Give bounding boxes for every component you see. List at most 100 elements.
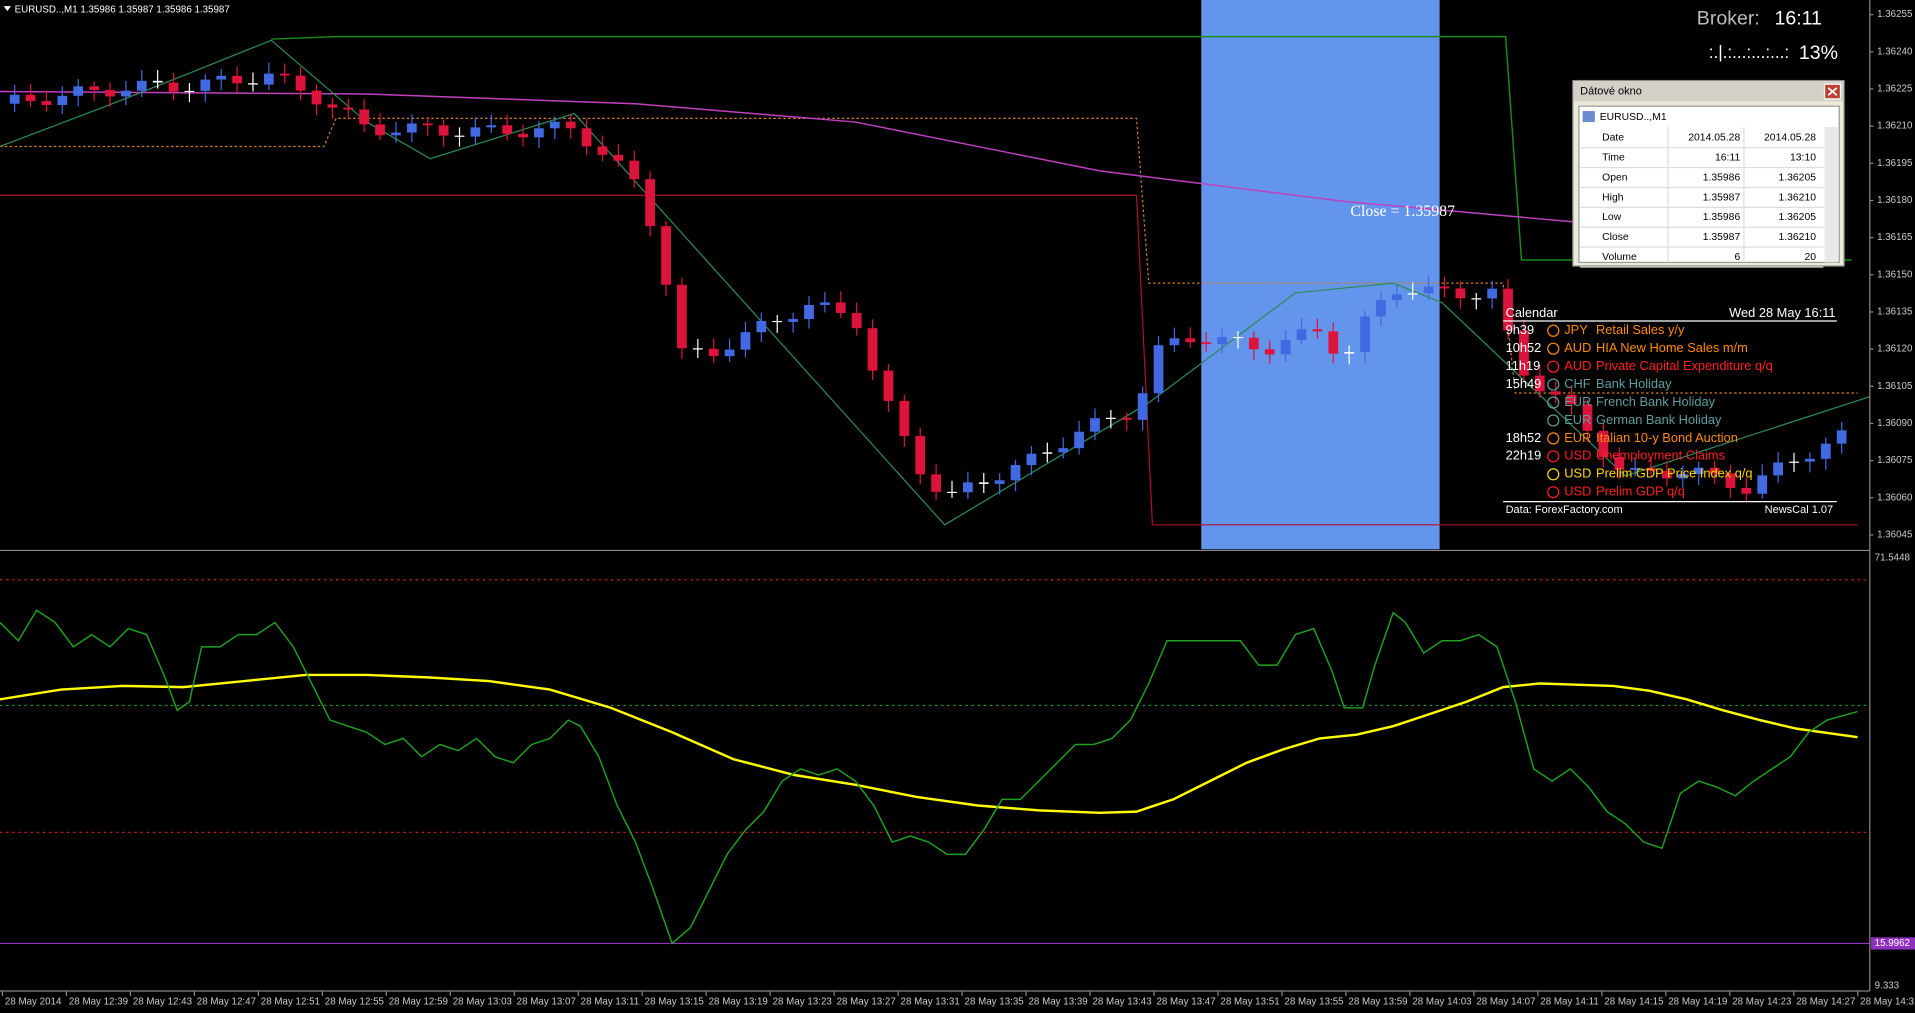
time-tick-label: 28 May 12:43 xyxy=(133,997,192,1008)
candle-body xyxy=(73,86,84,96)
event-icon xyxy=(1547,486,1560,499)
event-title: Bank Holiday xyxy=(1596,376,1672,391)
candle-body xyxy=(947,491,957,494)
time-tick-label: 28 May 12:59 xyxy=(389,997,448,1008)
candle-body xyxy=(1630,467,1641,470)
price-tick-label: 1.36150 xyxy=(1877,269,1913,280)
time-tick-label: 28 May 13:03 xyxy=(453,997,512,1008)
dw-row-value: 1.35986 xyxy=(1703,212,1741,223)
candle-body xyxy=(883,370,894,401)
event-icon xyxy=(1547,432,1560,445)
broker-percent: 13% xyxy=(1799,42,1838,64)
price-tick-label: 1.36045 xyxy=(1877,530,1913,541)
calendar: Calendar Wed 28 May 16:11 Data: ForexFac… xyxy=(1503,305,1837,516)
time-tick-label: 28 May 13:55 xyxy=(1284,997,1344,1008)
event-icon xyxy=(1547,324,1560,337)
dw-scrollbar[interactable] xyxy=(1824,126,1839,263)
candle-body xyxy=(1582,404,1593,431)
dw-row-label: Date xyxy=(1602,133,1624,144)
candle-body xyxy=(1693,467,1704,475)
time-tick-label: 28 May 13:15 xyxy=(645,997,705,1008)
candle-body xyxy=(1646,467,1656,471)
ind-axis-top: 71.5448 xyxy=(1875,552,1910,563)
rsi-line xyxy=(0,609,1858,945)
candle-body xyxy=(1296,329,1307,341)
event-currency: USD xyxy=(1564,448,1591,463)
time-tick-label: 28 May 12:55 xyxy=(325,997,385,1008)
price-tick-label: 1.36120 xyxy=(1877,344,1913,355)
price-tick-label: 1.36255 xyxy=(1877,9,1913,20)
candle-body xyxy=(343,107,354,110)
candle-body xyxy=(486,125,497,128)
candle-body xyxy=(502,125,513,134)
event-currency: USD xyxy=(1564,484,1591,499)
event-currency: AUD xyxy=(1564,340,1591,355)
candle-body xyxy=(311,90,322,105)
candle-body xyxy=(1217,336,1227,345)
time-tick-label: 28 May 12:47 xyxy=(197,997,256,1008)
candle-body xyxy=(1153,345,1164,394)
time-tick-label: 28 May 14:23 xyxy=(1732,997,1791,1008)
candle-body xyxy=(1233,336,1243,339)
event-title: HIA New Home Sales m/m xyxy=(1596,340,1748,355)
candle-body xyxy=(1201,342,1212,345)
candle-body xyxy=(1614,456,1625,470)
event-time: 15h49 xyxy=(1506,376,1542,391)
candle-body xyxy=(406,123,417,133)
candle-body xyxy=(756,320,767,333)
candle-body xyxy=(1534,375,1545,392)
dw-row-value: 1.35987 xyxy=(1703,192,1741,203)
dw-row-value: 1.36205 xyxy=(1778,172,1816,183)
time-tick-label: 28 May 13:07 xyxy=(517,997,576,1008)
candle-body xyxy=(89,86,99,90)
candle-body xyxy=(454,135,465,137)
time-tick-label: 28 May 13:47 xyxy=(1156,997,1215,1008)
candle-body xyxy=(1598,430,1609,457)
candle-body xyxy=(1662,470,1672,479)
time-tick-label: 28 May 14:19 xyxy=(1668,997,1727,1008)
candle-body xyxy=(248,83,258,85)
dw-row-value: 1.36210 xyxy=(1778,192,1816,203)
price-tick-label: 1.36105 xyxy=(1877,381,1913,392)
candle-body xyxy=(708,348,719,357)
price-tick-label: 1.36210 xyxy=(1877,121,1913,132)
event-currency: CHF xyxy=(1564,376,1591,391)
time-tick-label: 28 May 12:51 xyxy=(261,997,320,1008)
candles xyxy=(9,62,1847,502)
candle-body xyxy=(1741,487,1752,494)
event-title: Private Capital Expenditure q/q xyxy=(1596,358,1773,373)
candle-body xyxy=(1725,473,1736,488)
dw-row-value: 16:11 xyxy=(1715,153,1740,164)
price-tick-label: 1.36060 xyxy=(1877,492,1913,503)
candle-body xyxy=(391,132,401,136)
candle-body xyxy=(613,154,624,161)
event-currency: JPY xyxy=(1564,322,1588,337)
candle-body xyxy=(470,127,481,137)
event-title: Italian 10-y Bond Auction xyxy=(1596,430,1738,445)
candle-body xyxy=(518,133,528,138)
candle-body xyxy=(327,104,338,108)
time-tick-label: 28 May 13:51 xyxy=(1220,997,1279,1008)
candle-body xyxy=(565,121,576,129)
candle-body xyxy=(41,101,52,106)
dw-row-value: 1.36210 xyxy=(1778,232,1816,243)
dw-row-label: Volume xyxy=(1602,252,1637,263)
candle-body xyxy=(263,73,274,85)
time-tick-label: 28 May 13:35 xyxy=(965,997,1025,1008)
time-tick-label: 28 May 13:23 xyxy=(773,997,832,1008)
candle-body xyxy=(820,302,830,305)
time-tick-label: 28 May 2014 xyxy=(5,997,62,1008)
time-tick-label: 28 May 14:07 xyxy=(1476,997,1535,1008)
dw-row-label: Low xyxy=(1602,212,1622,223)
event-icon xyxy=(1547,414,1560,427)
event-currency: EUR xyxy=(1564,430,1591,445)
dw-row-value: 20 xyxy=(1804,252,1816,263)
dw-row-value: 1.36205 xyxy=(1778,212,1816,223)
candle-body xyxy=(1090,418,1100,432)
candle-body xyxy=(534,128,544,138)
event-currency: USD xyxy=(1564,466,1591,481)
price-tick-label: 1.36225 xyxy=(1877,84,1913,95)
broker-time: 16:11 xyxy=(1774,8,1821,30)
dw-row-value: 6 xyxy=(1734,252,1740,263)
